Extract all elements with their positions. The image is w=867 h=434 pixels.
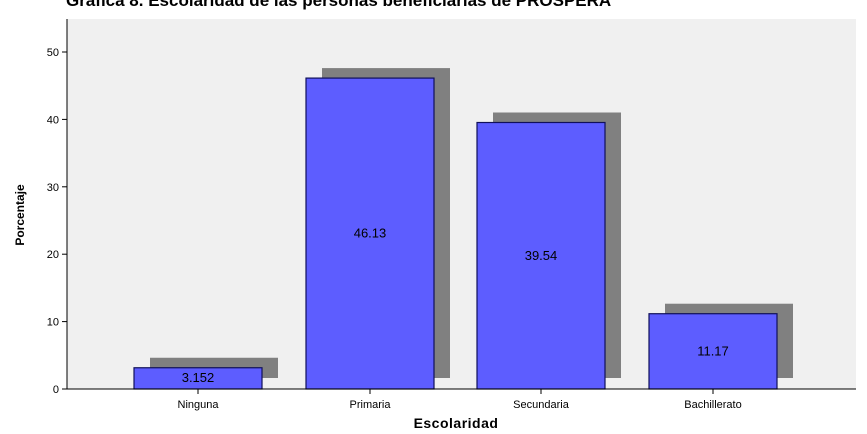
data-label: 3.152 <box>182 370 215 385</box>
x-tick-label: Secundaria <box>513 399 570 411</box>
x-tick-label: Ninguna <box>178 399 220 411</box>
y-axis-title: Porcentaje <box>13 184 27 246</box>
y-tick-label: 10 <box>47 317 59 329</box>
y-tick-label: 20 <box>47 249 59 261</box>
x-axis: Ninguna Primaria Secundaria Bachillerato <box>67 389 856 411</box>
data-label: 39.54 <box>525 248 558 263</box>
y-tick-label: 30 <box>47 182 59 194</box>
y-tick-label: 0 <box>53 384 59 396</box>
x-tick-label: Primaria <box>350 399 392 411</box>
x-axis-title: Escolaridad <box>414 415 499 431</box>
y-axis: 0 10 20 30 40 50 <box>47 19 67 396</box>
x-tick-label: Bachillerato <box>684 399 741 411</box>
y-tick-label: 40 <box>47 114 59 126</box>
y-tick-label: 50 <box>47 47 59 59</box>
data-label: 11.17 <box>697 343 729 358</box>
data-label: 46.13 <box>354 226 387 241</box>
